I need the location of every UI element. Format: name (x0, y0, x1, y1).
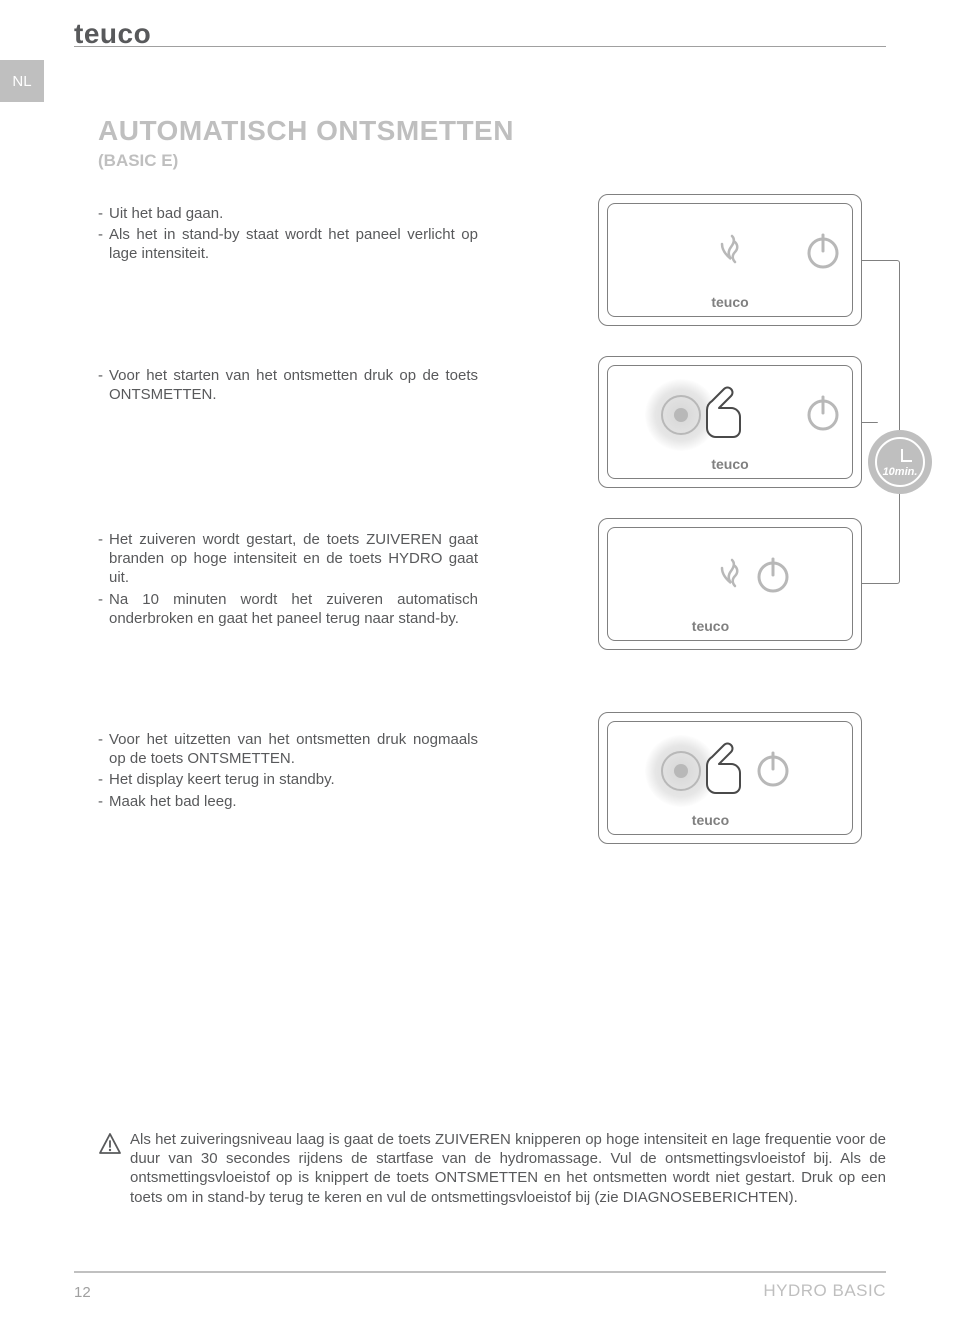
top-divider (74, 46, 886, 47)
step-line: Uit het bad gaan. (109, 204, 478, 223)
power-button-icon (748, 552, 798, 602)
page-subtitle: (BASIC E) (98, 151, 886, 171)
power-button-icon (748, 228, 798, 278)
warning-icon (98, 1130, 126, 1207)
timer-icon: 10min. (868, 430, 932, 494)
step-line: Maak het bad leeg. (109, 792, 478, 811)
connector-line (862, 422, 878, 424)
timer-label: 10min. (883, 466, 918, 478)
sanitize-button-icon (656, 552, 706, 602)
sanitize-button-icon (656, 746, 706, 796)
panel-brand: teuco (711, 456, 748, 472)
step-line: Voor het starten van het ontsmetten druk… (109, 366, 478, 404)
page-title: AUTOMATISCH ONTSMETTEN (98, 115, 886, 147)
footer-title: HYDRO BASIC (763, 1281, 886, 1301)
panel-brand: teuco (692, 812, 729, 828)
step-2-text: -Voor het starten van het ontsmetten dru… (98, 366, 478, 406)
step-line: Het display keert terug in standby. (109, 770, 478, 789)
warning-block: Als het zuiveringsniveau laag is gaat de… (98, 1130, 886, 1207)
power-button-icon (748, 746, 798, 796)
sanitize-button-icon (656, 390, 706, 440)
step-line: Het zuiveren wordt gestart, de toets ZUI… (109, 530, 478, 588)
bottom-divider (74, 1271, 886, 1273)
panel-step-2: teuco (598, 356, 862, 488)
panel-brand: teuco (692, 618, 729, 634)
panel-step-1: teuco (598, 194, 862, 326)
panel-step-3: teuco (598, 518, 862, 650)
panel-brand: teuco (711, 294, 748, 310)
step-line: Als het in stand-by staat wordt het pane… (109, 225, 478, 263)
language-tab: NL (0, 60, 44, 102)
panel-step-4: teuco (598, 712, 862, 844)
step-4-text: -Voor het uitzetten van het ontsmetten d… (98, 730, 478, 813)
power-button-icon (748, 390, 798, 440)
step-line: Na 10 minuten wordt het zuiveren automat… (109, 590, 478, 628)
step-3-text: -Het zuiveren wordt gestart, de toets ZU… (98, 530, 478, 630)
step-line: Voor het uitzetten van het ontsmetten dr… (109, 730, 478, 768)
content-area: AUTOMATISCH ONTSMETTEN (BASIC E) (98, 115, 886, 171)
page-number: 12 (74, 1284, 91, 1301)
step-1-text: -Uit het bad gaan. -Als het in stand-by … (98, 204, 478, 266)
warning-text: Als het zuiveringsniveau laag is gaat de… (126, 1130, 886, 1207)
sanitize-button-icon (656, 228, 706, 278)
